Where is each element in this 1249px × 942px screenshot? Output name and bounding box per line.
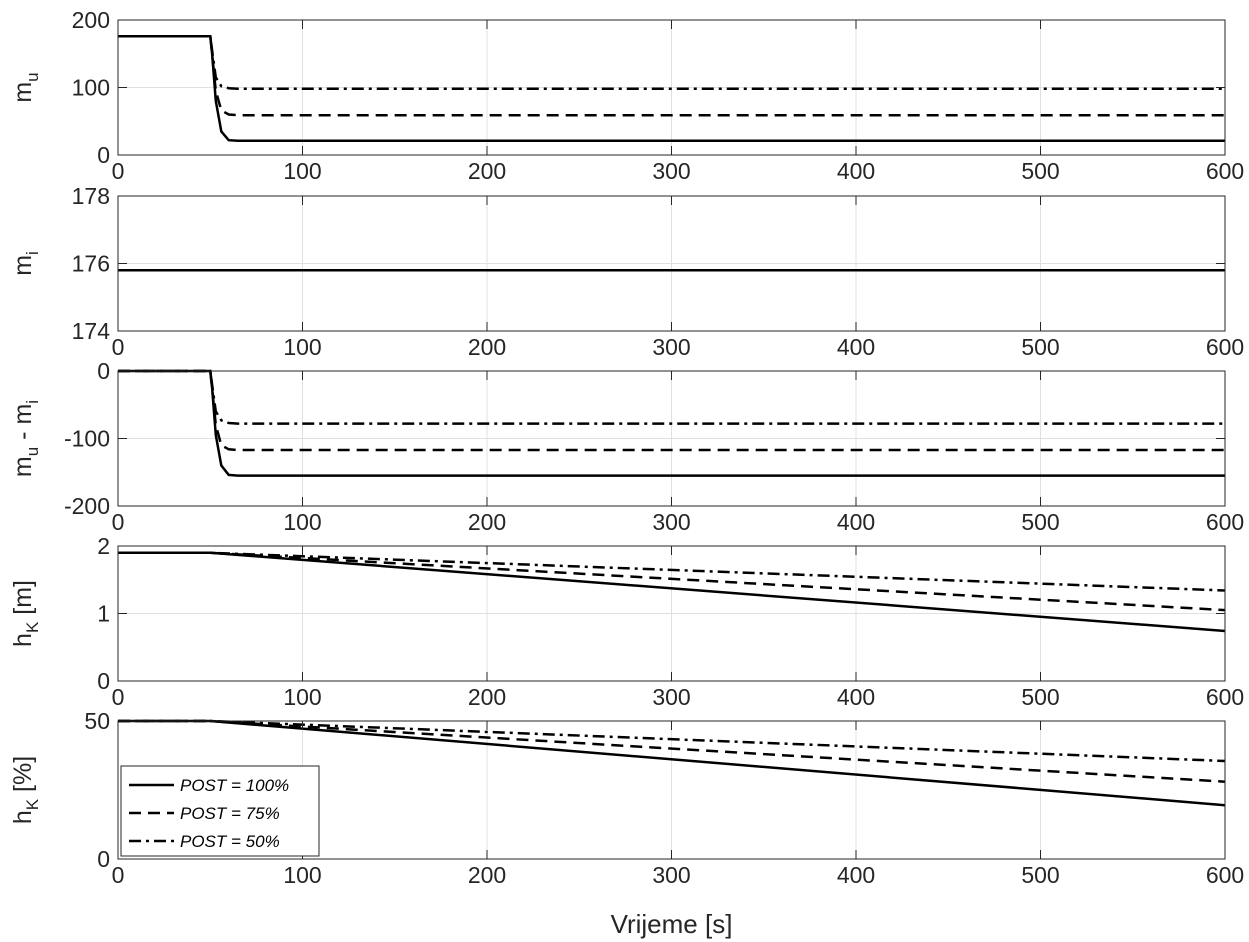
x-tick-label: 500 [1021,862,1059,888]
y-axis-label-part: u [23,72,42,81]
x-tick-label: 300 [652,158,690,184]
x-tick-label: 300 [652,509,690,535]
y-tick-label: -200 [64,493,110,519]
y-axis-label-part: m [9,255,37,276]
y-axis-label-part: K [23,621,42,633]
x-tick-label: 500 [1021,684,1059,710]
legend-label: POST = 75% [180,804,280,823]
series-line [118,34,1225,117]
y-axis-label-part: [m] [9,580,37,622]
y-axis-label-part: u [23,447,42,456]
x-tick-label: 0 [112,684,125,710]
y-axis-label-part: - m [9,404,37,447]
series-line [118,369,1225,452]
y-axis-label: hK [m] [9,580,42,647]
y-axis-label-part: K [23,798,42,810]
x-tick-label: 100 [283,684,321,710]
y-axis-label-part: [%] [9,756,37,799]
subplot-5: 0 100 200 300 400 500 600 0 50 hK [%] Vrijeme [s] [9,708,1244,939]
x-tick-label: 600 [1206,158,1244,184]
x-tick-label: 300 [652,334,690,360]
series-line [118,369,1225,425]
x-tick-label: 100 [283,509,321,535]
y-tick-label: 2 [97,533,110,559]
x-tick-label: 300 [652,684,690,710]
y-tick-label: 200 [72,7,110,33]
x-tick-label: 600 [1206,684,1244,710]
y-tick-label: 178 [72,183,110,209]
legend-label: POST = 100% [180,776,289,795]
x-tick-label: 600 [1206,509,1244,535]
legend-label: POST = 50% [180,832,280,851]
x-tick-label: 0 [112,158,125,184]
x-tick-label: 600 [1206,334,1244,360]
y-axis-label-part: h [9,633,37,647]
y-tick-label: 1 [97,601,110,627]
x-tick-label: 400 [837,862,875,888]
legend: POST = 100% POST = 75% POST = 50% [120,765,320,857]
x-tick-label: 100 [283,158,321,184]
y-axis-label-part: m [9,456,37,477]
x-tick-label: 200 [468,509,506,535]
subplot-3: 0 100 200 300 400 500 600 -200 -100 0 mu - mi [9,358,1244,535]
x-tick-label: 600 [1206,862,1244,888]
y-axis-label-part: h [9,810,37,824]
x-tick-label: 200 [468,684,506,710]
x-tick-label: 500 [1021,158,1059,184]
x-tick-label: 400 [837,334,875,360]
y-tick-label: 176 [72,251,110,277]
subplot-4: 0 100 200 300 400 500 600 0 1 2 hK [m] [9,533,1244,710]
y-axis-label-part: i [23,400,42,404]
x-tick-label: 400 [837,509,875,535]
y-tick-label: 174 [72,318,111,344]
y-tick-label: -100 [64,426,110,452]
y-axis-label: mu - mi [9,400,42,477]
x-tick-label: 300 [652,862,690,888]
x-tick-label: 400 [837,684,875,710]
x-tick-label: 200 [468,334,506,360]
x-tick-label: 100 [283,862,321,888]
y-tick-label: 50 [84,708,110,734]
subplot-1: 0 100 200 300 400 500 600 0 100 200 mu [9,7,1244,184]
x-axis-label: Vrijeme [s] [611,909,733,939]
x-tick-label: 500 [1021,334,1059,360]
x-tick-label: 0 [112,862,125,888]
y-tick-label: 0 [97,142,110,168]
x-tick-label: 0 [112,334,125,360]
y-axis-label-part: i [23,251,42,255]
y-axis-label: hK [%] [9,756,42,824]
y-tick-label: 0 [97,358,110,384]
y-axis-label: mi [9,251,42,276]
y-axis-label-part: m [9,82,37,103]
series-line [118,34,1225,91]
y-tick-label: 0 [97,668,110,694]
y-tick-label: 100 [72,75,110,101]
x-tick-label: 200 [468,158,506,184]
y-tick-label: 0 [97,846,110,872]
x-tick-label: 0 [112,509,125,535]
series-line [118,551,1226,592]
subplot-2: 0 100 200 300 400 500 600 174 176 178 mi [9,183,1244,360]
x-tick-label: 100 [283,334,321,360]
x-tick-label: 200 [468,862,506,888]
x-tick-label: 500 [1021,509,1059,535]
y-axis-label: mu [9,72,42,102]
x-tick-label: 400 [837,158,875,184]
